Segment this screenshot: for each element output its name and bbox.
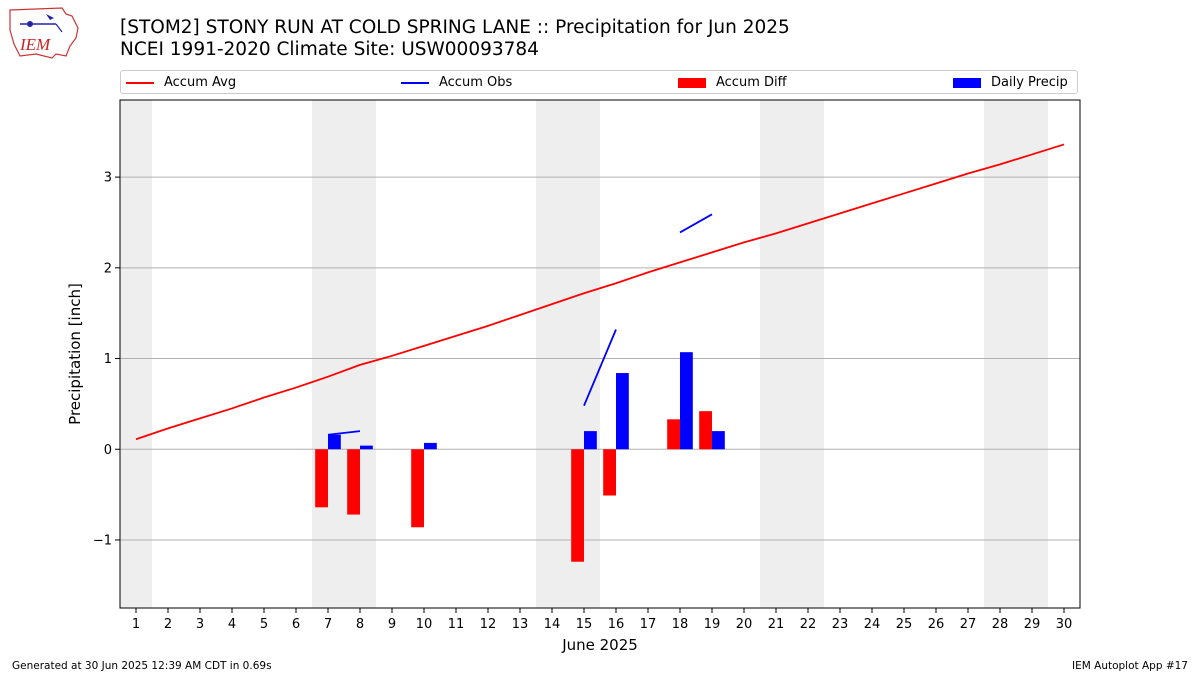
x-tick-label: 8 — [356, 617, 364, 632]
y-tick-label: 2 — [104, 261, 112, 276]
legend-swatch-daily-precip — [953, 77, 981, 88]
x-tick-label: 6 — [292, 617, 300, 632]
x-tick-label: 25 — [896, 617, 913, 632]
x-tick-label: 3 — [196, 617, 204, 632]
x-tick-label: 24 — [864, 617, 881, 632]
weekend-band — [536, 100, 568, 608]
line-accum-obs — [327, 430, 361, 436]
bar-daily-precip — [680, 352, 693, 450]
x-tick-label: 15 — [576, 617, 593, 632]
legend-item-accum-obs: Accum Obs — [401, 74, 512, 92]
y-tick-label: −1 — [93, 533, 112, 548]
bar-accum-diff — [603, 449, 616, 496]
bar-accum-diff — [411, 449, 424, 528]
x-tick-label: 20 — [736, 617, 753, 632]
y-tick-label: 0 — [104, 443, 112, 458]
legend-swatch-accum-obs — [401, 81, 429, 84]
lines — [135, 143, 1065, 441]
x-tick-label: 27 — [960, 617, 977, 632]
x-tick-label: 22 — [800, 617, 817, 632]
legend-label: Accum Obs — [439, 75, 513, 90]
x-tick-label: 2 — [164, 617, 172, 632]
x-tick-label: 10 — [416, 617, 433, 632]
legend-swatch-accum-diff — [678, 77, 706, 88]
weekend-band — [120, 100, 152, 608]
weekend-band — [984, 100, 1016, 608]
bar-daily-precip — [584, 431, 597, 450]
bar-daily-precip — [712, 431, 725, 450]
legend-swatch-accum-avg — [126, 81, 154, 84]
x-tick-label: 7 — [324, 617, 332, 632]
bar-accum-diff — [699, 411, 712, 450]
x-tick-label: 11 — [448, 617, 465, 632]
footer-app: IEM Autoplot App #17 — [1072, 660, 1188, 672]
x-tick-label: 5 — [260, 617, 268, 632]
bar-daily-precip — [360, 445, 373, 450]
x-tick-label: 26 — [928, 617, 945, 632]
bars — [315, 352, 725, 562]
line-accum-obs — [583, 329, 617, 407]
bar-daily-precip — [328, 434, 341, 450]
x-axis-label: June 2025 — [561, 636, 638, 654]
legend-label: Accum Avg — [164, 75, 237, 90]
bar-accum-diff — [315, 449, 328, 508]
x-tick-label: 29 — [1024, 617, 1041, 632]
weekend-band — [344, 100, 376, 608]
x-tick-label: 4 — [228, 617, 236, 632]
grid-lines — [120, 176, 1080, 541]
y-tick-label: 1 — [104, 352, 112, 367]
x-tick-label: 9 — [388, 617, 396, 632]
plot-frame — [119, 99, 1081, 609]
legend-item-accum-avg: Accum Avg — [126, 74, 236, 92]
y-tick-label: 3 — [104, 171, 112, 186]
logo-text: IEM — [19, 35, 51, 54]
chart-title: [STOM2] STONY RUN AT COLD SPRING LANE ::… — [120, 17, 790, 38]
legend-item-daily-precip: Daily Precip — [953, 74, 1068, 92]
x-axis-ticks: 1 2 3 4 5 6 7 8 9 10 11 12 13 14 15 16 17 18 19 20 21 22 23 24 2… — [132, 608, 1072, 632]
weekend-shading — [120, 100, 1048, 608]
bar-accum-diff — [347, 449, 360, 515]
x-tick-label: 13 — [512, 617, 529, 632]
y-axis-label: Precipitation [inch] — [66, 283, 84, 425]
bar-daily-precip — [616, 373, 629, 450]
weekend-band — [760, 100, 792, 608]
weekend-band — [792, 100, 824, 608]
line-accum-avg — [135, 143, 1065, 441]
weekend-band — [1016, 100, 1048, 608]
x-tick-label: 23 — [832, 617, 849, 632]
bar-daily-precip — [424, 442, 437, 450]
x-tick-label: 28 — [992, 617, 1009, 632]
bar-accum-diff — [571, 449, 584, 562]
legend-item-accum-diff: Accum Diff — [678, 74, 787, 92]
bar-accum-diff — [667, 419, 680, 450]
x-tick-label: 21 — [768, 617, 785, 632]
iem-logo: IEM — [9, 7, 79, 59]
x-tick-label: 30 — [1056, 617, 1073, 632]
x-tick-label: 1 — [132, 617, 140, 632]
footer-generated: Generated at 30 Jun 2025 12:39 AM CDT in… — [12, 660, 272, 672]
x-tick-label: 19 — [704, 617, 721, 632]
chart-subtitle: NCEI 1991-2020 Climate Site: USW00093784 — [120, 39, 539, 60]
legend-label: Accum Diff — [716, 75, 787, 90]
legend-label: Daily Precip — [991, 75, 1068, 90]
x-tick-label: 16 — [608, 617, 625, 632]
chart-legend: Accum Avg Accum Obs Accum Diff Daily Pre… — [120, 70, 1078, 94]
line-accum-obs — [679, 213, 713, 234]
x-tick-label: 18 — [672, 617, 689, 632]
x-tick-label: 14 — [544, 617, 561, 632]
y-axis-ticks: −1 0 1 2 3 — [93, 171, 120, 548]
x-tick-label: 17 — [640, 617, 657, 632]
x-tick-label: 12 — [480, 617, 497, 632]
weekend-band — [312, 100, 344, 608]
